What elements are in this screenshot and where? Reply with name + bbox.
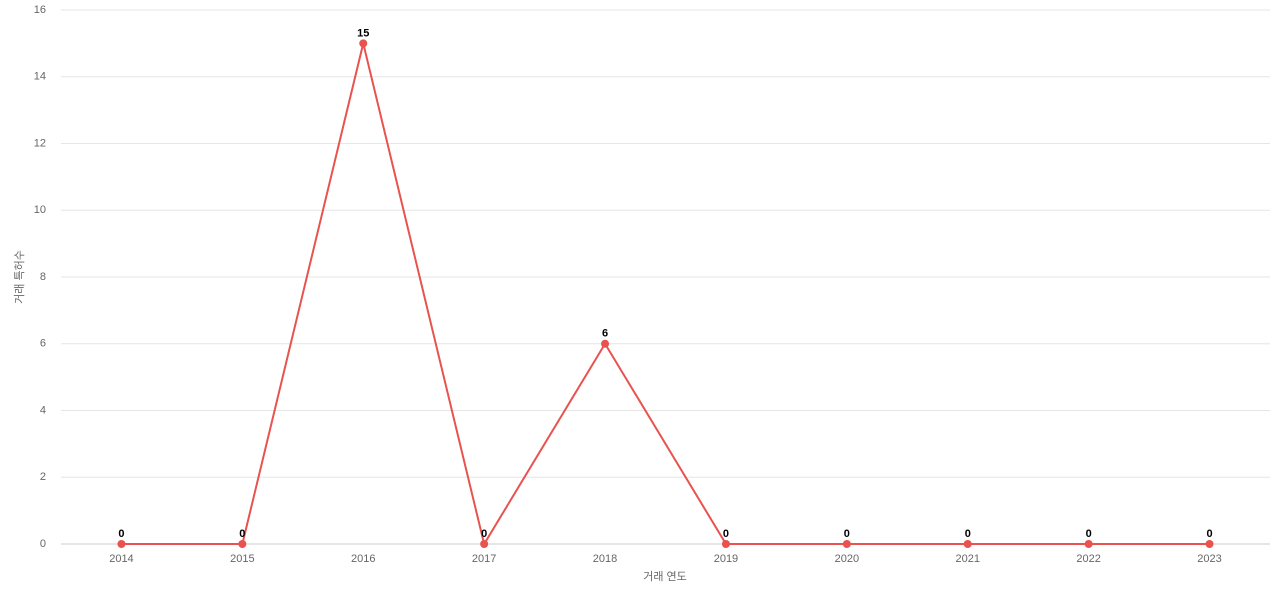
point [721,540,730,548]
y-tick-label: 14 [34,71,46,83]
x-tick-label: 2021 [956,553,980,565]
point [1084,540,1093,548]
x-axis-title: 거래 연도 [643,570,687,583]
point [359,39,368,48]
x-tick-label: 2018 [593,553,617,565]
x-tick-label: 2023 [1197,553,1221,565]
data-label: 0 [118,528,124,540]
y-tick-label: 4 [40,404,46,416]
x-tick-label: 2022 [1076,553,1100,565]
data-label: 6 [602,328,608,340]
x-tick-label: 2019 [714,553,738,565]
data-label: 0 [481,528,487,540]
line [121,43,1210,547]
x-tick-label: 2014 [109,553,133,565]
point [963,540,972,548]
x-tick-label: 2015 [230,553,254,565]
x-tick-label: 2017 [472,553,496,565]
data-label: 15 [357,27,369,39]
point [480,540,489,548]
point [842,540,851,548]
point [601,339,610,348]
x-tick-label: 2016 [351,553,375,565]
point [238,540,247,548]
data-label: 0 [965,528,971,540]
data-label: 0 [239,528,245,540]
y-axis-title: 거래 특허수 [13,250,26,304]
point [117,540,126,548]
y-tick-label: 16 [34,4,46,16]
y-tick-label: 2 [40,471,46,483]
y-tick-label: 10 [34,204,46,216]
data-label: 0 [723,528,729,540]
data-label: 0 [1086,528,1092,540]
x-tick-label: 2020 [835,553,859,565]
point [1205,540,1214,548]
y-tick-label: 12 [34,137,46,149]
data-label: 0 [1206,528,1212,540]
data-label: 0 [844,528,850,540]
y-tick-label: 8 [40,271,46,283]
y-tick-label: 0 [40,538,46,550]
y-tick-label: 6 [40,338,46,350]
